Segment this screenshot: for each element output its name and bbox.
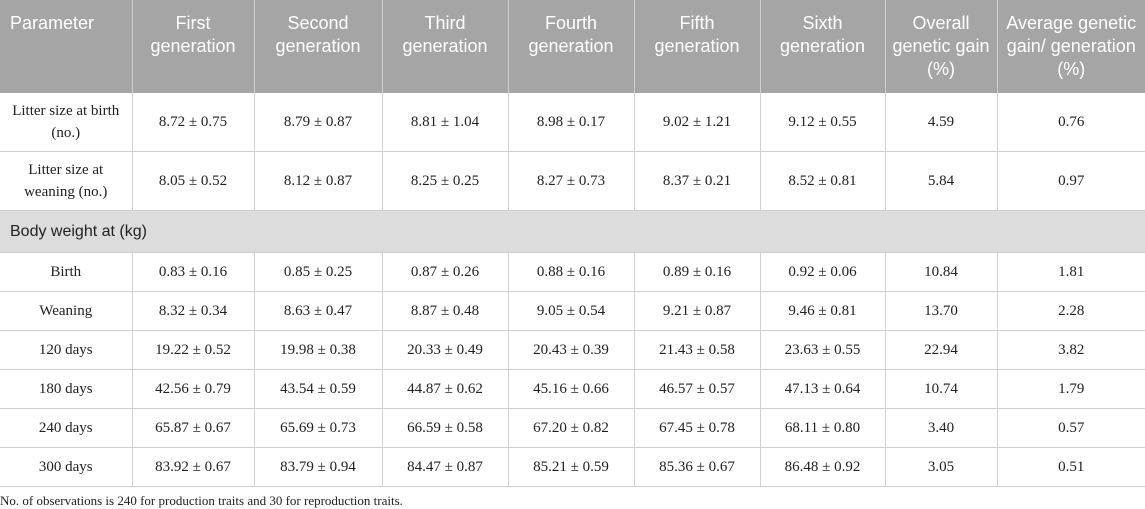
section-row: Body weight at (kg) [0, 210, 1145, 253]
header-cell: Third generation [381, 0, 508, 93]
table-cell: 85.21 ± 0.59 [507, 447, 634, 487]
table-row: Litter size at birth (no.) 8.72 ± 0.75 8.7… [0, 93, 1145, 152]
header-cell: Average genetic gain/ generation (%) [996, 0, 1145, 93]
table-cell: 4.59 [884, 93, 997, 152]
table-cell: 83.79 ± 0.94 [253, 447, 382, 487]
table-cell: 1.81 [996, 252, 1145, 292]
table-cell: 0.85 ± 0.25 [253, 252, 382, 292]
table-cell: 47.13 ± 0.64 [759, 369, 885, 409]
table-cell: 66.59 ± 0.58 [381, 408, 508, 448]
table-cell: 43.54 ± 0.59 [253, 369, 382, 409]
table-cell: 83.92 ± 0.67 [131, 447, 254, 487]
table-row: 300 days 83.92 ± 0.67 83.79 ± 0.94 84.47 ± … [0, 447, 1145, 487]
table-cell: 9.21 ± 0.87 [633, 291, 760, 331]
table-cell: 44.87 ± 0.62 [381, 369, 508, 409]
header-cell: Sixth generation [759, 0, 885, 93]
table-cell: 8.37 ± 0.21 [633, 151, 760, 211]
table-cell: 8.52 ± 0.81 [759, 151, 885, 211]
table-cell: 10.74 [884, 369, 997, 409]
table-cell: 67.45 ± 0.78 [633, 408, 760, 448]
table-cell: 8.72 ± 0.75 [131, 93, 254, 152]
row-label: 240 days [0, 408, 132, 448]
section-label: Body weight at (kg) [0, 210, 1145, 253]
table-cell: 20.33 ± 0.49 [381, 330, 508, 370]
table-cell: 8.98 ± 0.17 [507, 93, 634, 152]
table-cell: 2.28 [996, 291, 1145, 331]
table-row: 240 days 65.87 ± 0.67 65.69 ± 0.73 66.59 ± … [0, 408, 1145, 448]
header-cell: Second generation [253, 0, 382, 93]
header-cell: Overall genetic gain (%) [884, 0, 997, 93]
table-cell: 86.48 ± 0.92 [759, 447, 885, 487]
table-cell: 20.43 ± 0.39 [507, 330, 634, 370]
table-cell: 5.84 [884, 151, 997, 211]
table-cell: 13.70 [884, 291, 997, 331]
table-cell: 9.02 ± 1.21 [633, 93, 760, 152]
table-cell: 8.32 ± 0.34 [131, 291, 254, 331]
table-cell: 19.98 ± 0.38 [253, 330, 382, 370]
table-cell: 9.05 ± 0.54 [507, 291, 634, 331]
row-label: Litter size at birth (no.) [0, 93, 132, 152]
table-cell: 67.20 ± 0.82 [507, 408, 634, 448]
table-cell: 8.27 ± 0.73 [507, 151, 634, 211]
table-cell: 3.40 [884, 408, 997, 448]
table-cell: 0.83 ± 0.16 [131, 252, 254, 292]
table-cell: 19.22 ± 0.52 [131, 330, 254, 370]
table-cell: 8.87 ± 0.48 [381, 291, 508, 331]
header-cell: Parameter [0, 0, 132, 93]
table-cell: 8.81 ± 1.04 [381, 93, 508, 152]
table-row: 180 days 42.56 ± 0.79 43.54 ± 0.59 44.87 ± … [0, 369, 1145, 409]
table-cell: 45.16 ± 0.66 [507, 369, 634, 409]
row-label: Litter size at weaning (no.) [0, 151, 132, 211]
table-cell: 0.76 [996, 93, 1145, 152]
header-row: Parameter First generation Second generati… [0, 0, 1145, 93]
table-cell: 65.69 ± 0.73 [253, 408, 382, 448]
table-cell: 42.56 ± 0.79 [131, 369, 254, 409]
table-cell: 8.79 ± 0.87 [253, 93, 382, 152]
row-label: Birth [0, 252, 132, 292]
row-label: Weaning [0, 291, 132, 331]
table-cell: 0.92 ± 0.06 [759, 252, 885, 292]
table-cell: 0.89 ± 0.16 [633, 252, 760, 292]
table-row: 120 days 19.22 ± 0.52 19.98 ± 0.38 20.33 ± … [0, 330, 1145, 370]
table-row: Birth 0.83 ± 0.16 0.85 ± 0.25 0.87 ± 0.26 0.… [0, 252, 1145, 292]
table-cell: 0.97 [996, 151, 1145, 211]
table-cell: 0.51 [996, 447, 1145, 487]
table-cell: 65.87 ± 0.67 [131, 408, 254, 448]
table-cell: 84.47 ± 0.87 [381, 447, 508, 487]
row-label: 180 days [0, 369, 132, 409]
table-cell: 0.57 [996, 408, 1145, 448]
row-label: 300 days [0, 447, 132, 487]
table-cell: 8.12 ± 0.87 [253, 151, 382, 211]
table-cell: 8.25 ± 0.25 [381, 151, 508, 211]
table-cell: 23.63 ± 0.55 [759, 330, 885, 370]
table-cell: 0.88 ± 0.16 [507, 252, 634, 292]
table-cell: 9.46 ± 0.81 [759, 291, 885, 331]
header-cell: Fifth generation [633, 0, 760, 93]
data-table: Parameter First generation Second generati… [0, 0, 1145, 487]
table-cell: 10.84 [884, 252, 997, 292]
table-cell: 21.43 ± 0.58 [633, 330, 760, 370]
table-cell: 0.87 ± 0.26 [381, 252, 508, 292]
table-cell: 46.57 ± 0.57 [633, 369, 760, 409]
header-cell: First generation [131, 0, 254, 93]
table-cell: 22.94 [884, 330, 997, 370]
row-label: 120 days [0, 330, 132, 370]
table-row: Litter size at weaning (no.) 8.05 ± 0.52 8… [0, 151, 1145, 211]
table-cell: 8.05 ± 0.52 [131, 151, 254, 211]
table-cell: 1.79 [996, 369, 1145, 409]
table-cell: 3.05 [884, 447, 997, 487]
table-cell: 8.63 ± 0.47 [253, 291, 382, 331]
header-cell: Fourth generation [507, 0, 634, 93]
table-cell: 9.12 ± 0.55 [759, 93, 885, 152]
table-cell: 68.11 ± 0.80 [759, 408, 885, 448]
table-cell: 85.36 ± 0.67 [633, 447, 760, 487]
footnote: No. of observations is 240 for productio… [0, 493, 403, 508]
table-cell: 3.82 [996, 330, 1145, 370]
table-row: Weaning 8.32 ± 0.34 8.63 ± 0.47 8.87 ± 0.48… [0, 291, 1145, 331]
